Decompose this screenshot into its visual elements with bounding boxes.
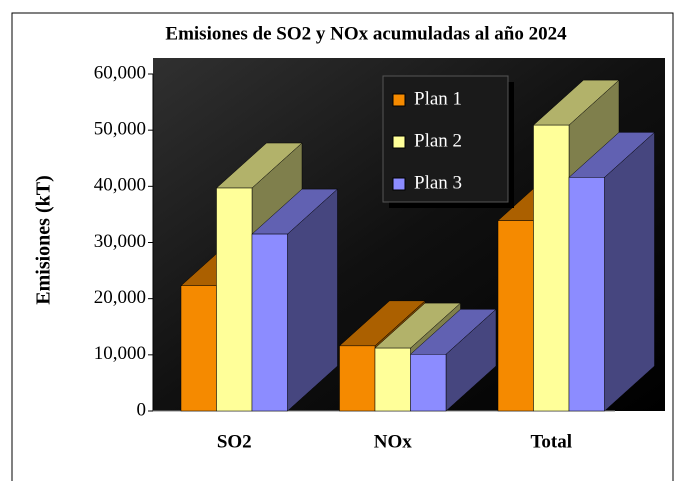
bar xyxy=(533,124,570,412)
chart-title: Emisiones de SO2 y NOx acumuladas al año… xyxy=(165,23,567,44)
y-tick-label: 40,000 xyxy=(94,175,146,196)
y-tick-label: 20,000 xyxy=(94,287,146,308)
y-tick-label: 0 xyxy=(137,399,147,420)
bar-top-shade xyxy=(410,309,496,355)
bar-side-shade xyxy=(446,309,496,411)
bar-top-shade xyxy=(375,303,461,349)
bar-side-shade xyxy=(287,189,338,411)
bar-top-shade xyxy=(216,143,302,189)
legend-label: Plan 2 xyxy=(414,130,462,151)
bar-top-shade xyxy=(252,189,338,235)
bar xyxy=(216,187,253,412)
bar-top-shade xyxy=(339,300,425,346)
legend-label: Plan 1 xyxy=(414,88,462,109)
y-axis-label: Emisiones (kT) xyxy=(33,175,55,304)
bar-top-shade xyxy=(569,132,655,178)
bar-top-shade xyxy=(533,80,619,126)
legend-swatch xyxy=(392,135,406,149)
y-tick-label: 10,000 xyxy=(94,343,146,364)
y-tick-label: 50,000 xyxy=(94,119,146,140)
bar xyxy=(339,345,376,412)
legend-swatch xyxy=(392,93,406,107)
bar xyxy=(251,233,288,412)
bar-side-shade xyxy=(604,132,655,411)
bar xyxy=(568,177,605,412)
x-tick-label: NOx xyxy=(374,431,413,452)
y-tick-label: 60,000 xyxy=(94,62,146,83)
x-tick-label: Total xyxy=(530,431,572,452)
x-tick-label: SO2 xyxy=(217,431,252,452)
legend-swatch xyxy=(392,177,406,191)
legend-label: Plan 3 xyxy=(414,172,462,193)
bar xyxy=(497,220,534,412)
bar xyxy=(410,354,447,412)
bar xyxy=(374,347,411,412)
y-tick-label: 30,000 xyxy=(94,231,146,252)
bar xyxy=(180,285,217,412)
